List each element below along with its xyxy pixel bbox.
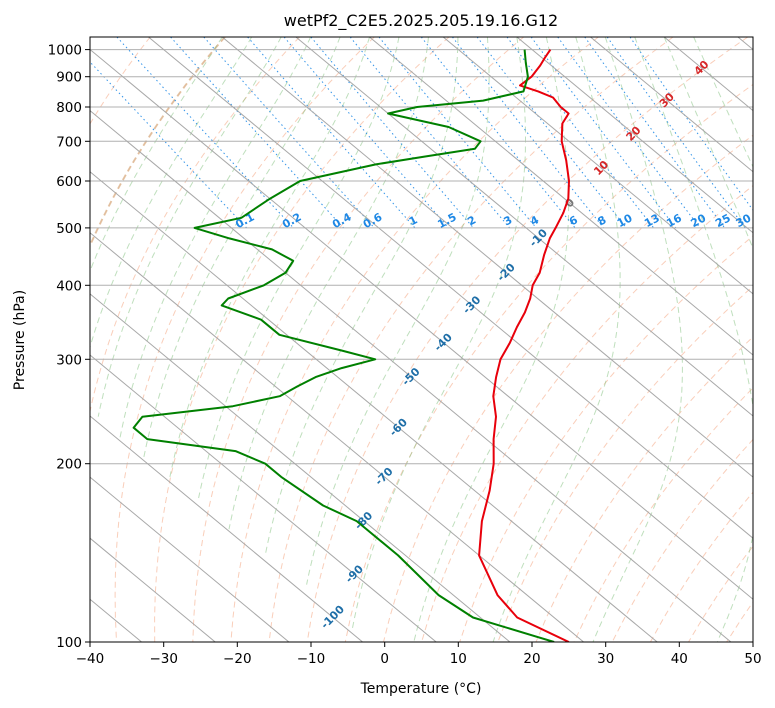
dry-adiabat-line xyxy=(421,184,753,642)
moist-adiabat-line xyxy=(663,37,753,250)
isotherm-gridline xyxy=(90,293,511,642)
dry-adiabats xyxy=(90,37,753,642)
isotherm-gridline xyxy=(90,354,437,642)
moist-adiabat-line xyxy=(119,37,312,440)
moist-adiabat-line xyxy=(143,37,341,458)
isotherm-gridline xyxy=(90,476,290,642)
y-tick-label: 600 xyxy=(56,174,82,190)
y-tick-label: 900 xyxy=(56,70,82,86)
temperature-line xyxy=(478,49,570,642)
isotherm-gridline xyxy=(590,37,753,173)
dry-adiabat-line xyxy=(573,387,753,642)
dry-adiabat-line xyxy=(90,37,226,249)
moist-adiabat-line xyxy=(169,37,370,478)
mixing-ratio-line xyxy=(530,37,677,229)
isotherm-gridline xyxy=(90,109,732,642)
x-tick-label: 40 xyxy=(671,651,688,667)
x-tick-label: −40 xyxy=(76,651,105,667)
moist-adiabats xyxy=(90,37,753,642)
mixing-ratio-label: 20 xyxy=(689,211,709,230)
y-axis-ticks: 100 200 300 400 500 600 700 800 900 1000 xyxy=(48,43,90,651)
y-tick-label: 300 xyxy=(56,352,82,368)
dry-adiabat-line xyxy=(497,285,753,642)
mixing-ratio-line xyxy=(452,37,604,229)
moist-adiabat-line xyxy=(413,37,570,642)
mixing-ratio-label: 30 xyxy=(734,211,754,230)
x-tick-label: 10 xyxy=(450,651,467,667)
isotherm-gridline xyxy=(369,37,753,356)
x-axis-ticks: −40 −30 −20 −10 0 10 20 30 40 50 xyxy=(76,642,762,667)
y-tick-label: 400 xyxy=(56,278,82,294)
mixing-ratio-line xyxy=(606,37,746,229)
isotherm-gridline xyxy=(516,37,753,234)
dry-adiabat-line xyxy=(114,37,375,642)
y-tick-label: 100 xyxy=(56,635,82,651)
x-tick-label: 20 xyxy=(523,651,540,667)
y-tick-label: 1000 xyxy=(48,43,82,59)
isotherm-gridline xyxy=(442,37,753,295)
mixing-ratio-label: 25 xyxy=(713,211,733,230)
x-tick-label: −20 xyxy=(223,651,252,667)
mixing-ratio-line xyxy=(247,37,416,229)
mixing-ratio-line xyxy=(170,37,344,229)
mixing-ratio-line xyxy=(420,37,576,229)
mixing-ratio-line xyxy=(506,37,655,229)
mixing-ratio-label: 16 xyxy=(664,211,684,230)
dry-adiabat-line xyxy=(192,37,525,642)
mixing-ratio-line xyxy=(116,37,294,229)
isotherm-gridline xyxy=(90,171,658,642)
mixing-ratio-line xyxy=(90,61,247,229)
isotherm-gridline xyxy=(90,232,584,642)
moist-adiabat-line xyxy=(97,37,282,417)
y-tick-label: 700 xyxy=(56,134,82,150)
x-tick-label: 50 xyxy=(744,651,761,667)
moist-adiabat-line xyxy=(492,37,621,642)
mixing-ratio-label: 13 xyxy=(642,211,662,230)
y-tick-label: 500 xyxy=(56,221,82,237)
moist-adiabat-line xyxy=(351,37,526,630)
mixing-ratio-line xyxy=(203,37,375,229)
y-tick-label: 200 xyxy=(56,457,82,473)
mixing-ratio-line xyxy=(283,37,450,229)
dry-adiabat-line xyxy=(90,37,151,125)
skewed-isotherms xyxy=(90,37,753,642)
moist-adiabat-line xyxy=(228,37,429,530)
chart-title: wetPf2_C2E5.2025.205.19.16.G12 xyxy=(284,11,558,31)
dry-adiabat-line xyxy=(535,336,753,642)
x-tick-label: −10 xyxy=(297,651,326,667)
plot-frame xyxy=(89,36,754,643)
isotherm-gridline xyxy=(295,37,753,417)
dry-adiabat-line xyxy=(344,83,753,642)
dewpoint-line xyxy=(132,49,555,642)
data-series xyxy=(132,49,570,642)
x-axis-label: Temperature (°C) xyxy=(360,681,482,697)
isotherm-gridline xyxy=(90,415,363,642)
dry-adiabat-line xyxy=(459,235,753,642)
dry-adiabat-line xyxy=(306,37,749,642)
moist-adiabat-line xyxy=(634,37,753,642)
dry-adiabat-line xyxy=(90,37,300,414)
isotherm-gridline xyxy=(90,48,753,600)
mixing-ratio-label: 10 xyxy=(615,211,635,230)
moist-adiabat-line xyxy=(592,37,683,642)
plot-area: -100-90-80-70-60-50-40-30-20-10010203040… xyxy=(90,37,754,642)
x-tick-label: 0 xyxy=(380,651,389,667)
x-tick-label: 30 xyxy=(597,651,614,667)
mixing-ratio-line xyxy=(310,37,474,229)
y-tick-label: 800 xyxy=(56,100,82,116)
x-tick-label: −30 xyxy=(149,651,178,667)
moist-adiabat-line xyxy=(198,37,400,499)
isotherm-gridline xyxy=(90,537,216,642)
isotherm-gridline xyxy=(148,37,753,539)
y-axis-label: Pressure (hPa) xyxy=(12,290,28,390)
dry-adiabat-line xyxy=(268,37,674,642)
moist-adiabat-line xyxy=(90,37,253,349)
isotherm-gridline xyxy=(221,37,753,478)
dry-adiabat-line xyxy=(154,37,450,642)
